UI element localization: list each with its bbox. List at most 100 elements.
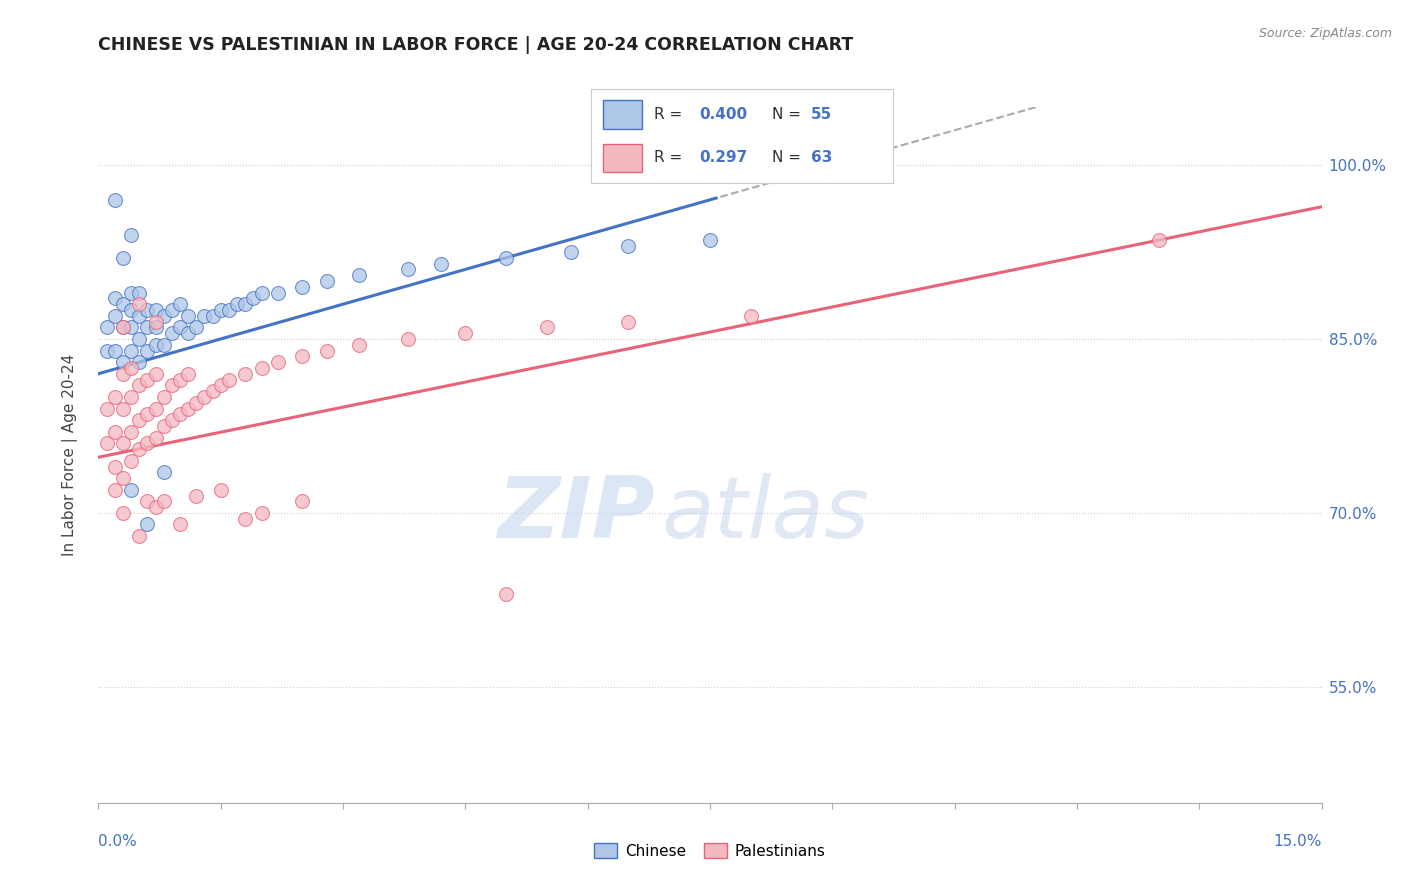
- Point: [177, 401, 200, 416]
- Legend: Chinese, Palestinians: Chinese, Palestinians: [588, 837, 832, 864]
- Point: [152, 466, 174, 480]
- Point: [349, 338, 371, 352]
- Point: [349, 268, 371, 282]
- Point: [120, 285, 142, 300]
- Point: [315, 274, 337, 288]
- Point: [111, 297, 134, 311]
- Point: [111, 401, 134, 416]
- Point: [160, 378, 183, 392]
- Point: [177, 326, 200, 341]
- Point: [145, 303, 167, 318]
- Point: [136, 303, 159, 318]
- Point: [169, 297, 191, 311]
- Point: [193, 309, 215, 323]
- Point: [169, 407, 191, 422]
- Point: [177, 367, 200, 381]
- Point: [104, 343, 127, 358]
- Point: [233, 512, 256, 526]
- Point: [209, 483, 232, 497]
- Point: [169, 320, 191, 334]
- Point: [218, 303, 240, 318]
- Point: [315, 343, 337, 358]
- Point: [111, 320, 134, 334]
- FancyBboxPatch shape: [603, 144, 643, 171]
- Point: [145, 320, 167, 334]
- Point: [120, 343, 142, 358]
- Point: [104, 291, 127, 305]
- Point: [136, 320, 159, 334]
- Point: [617, 239, 640, 253]
- Point: [120, 303, 142, 318]
- Point: [120, 227, 142, 242]
- Point: [104, 193, 127, 207]
- Point: [250, 285, 273, 300]
- Text: R =: R =: [654, 150, 688, 165]
- Point: [104, 309, 127, 323]
- Point: [111, 506, 134, 520]
- Point: [128, 309, 150, 323]
- Text: 55: 55: [811, 107, 832, 122]
- Point: [128, 413, 150, 427]
- Point: [145, 401, 167, 416]
- Point: [536, 320, 558, 334]
- Point: [160, 326, 183, 341]
- Point: [136, 407, 159, 422]
- Point: [152, 419, 174, 434]
- Point: [233, 297, 256, 311]
- Point: [152, 338, 174, 352]
- Point: [120, 361, 142, 376]
- Point: [120, 425, 142, 439]
- Point: [111, 320, 134, 334]
- Point: [145, 338, 167, 352]
- Point: [454, 326, 477, 341]
- Point: [250, 361, 273, 376]
- Point: [699, 233, 721, 247]
- Point: [291, 280, 314, 294]
- Point: [145, 431, 167, 445]
- Point: [145, 367, 167, 381]
- Point: [128, 442, 150, 457]
- Point: [177, 309, 200, 323]
- Point: [128, 529, 150, 543]
- Point: [104, 390, 127, 404]
- Point: [145, 500, 167, 514]
- Point: [96, 343, 118, 358]
- Point: [152, 494, 174, 508]
- Point: [128, 378, 150, 392]
- Point: [186, 320, 208, 334]
- Point: [96, 320, 118, 334]
- Point: [226, 297, 249, 311]
- Text: ZIP: ZIP: [498, 473, 655, 556]
- Point: [120, 320, 142, 334]
- Point: [209, 303, 232, 318]
- Point: [186, 489, 208, 503]
- Text: 0.0%: 0.0%: [98, 834, 138, 849]
- Point: [120, 453, 142, 467]
- Point: [136, 494, 159, 508]
- Point: [396, 332, 419, 346]
- Point: [111, 355, 134, 369]
- Point: [104, 425, 127, 439]
- Point: [201, 309, 224, 323]
- Point: [193, 390, 215, 404]
- Point: [136, 436, 159, 450]
- Point: [218, 373, 240, 387]
- Point: [291, 350, 314, 364]
- Point: [152, 390, 174, 404]
- Point: [1147, 233, 1170, 247]
- Point: [128, 332, 150, 346]
- Point: [209, 378, 232, 392]
- Point: [160, 303, 183, 318]
- Point: [128, 355, 150, 369]
- Text: atlas: atlas: [661, 473, 869, 556]
- Point: [104, 483, 127, 497]
- Point: [152, 309, 174, 323]
- Text: CHINESE VS PALESTINIAN IN LABOR FORCE | AGE 20-24 CORRELATION CHART: CHINESE VS PALESTINIAN IN LABOR FORCE | …: [98, 36, 853, 54]
- Point: [111, 251, 134, 265]
- Point: [430, 257, 453, 271]
- Point: [120, 483, 142, 497]
- Point: [120, 390, 142, 404]
- Point: [111, 436, 134, 450]
- Point: [111, 367, 134, 381]
- Point: [560, 244, 582, 259]
